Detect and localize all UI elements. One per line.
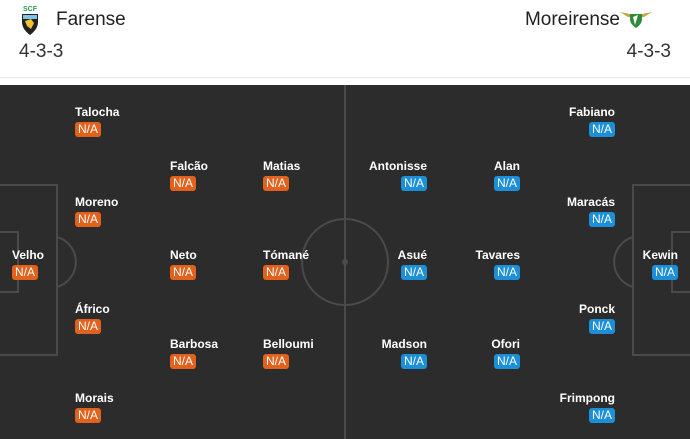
home-formation: 4-3-3 bbox=[19, 41, 64, 62]
away-player[interactable]: Alan N/A bbox=[493, 159, 520, 191]
player-name: Barbosa bbox=[170, 337, 219, 351]
player-rating-badge: N/A bbox=[263, 176, 290, 191]
home-team-name: Farense bbox=[56, 9, 126, 30]
player-name: Antonisse bbox=[368, 159, 427, 173]
player-rating-badge: N/A bbox=[12, 265, 39, 280]
away-player[interactable]: Asué N/A bbox=[398, 248, 427, 280]
player-rating-badge: N/A bbox=[170, 354, 197, 369]
player-rating-badge: N/A bbox=[75, 408, 102, 423]
player-name: Ofori bbox=[491, 337, 520, 351]
player-name: Velho bbox=[12, 248, 45, 262]
away-player[interactable]: Madson N/A bbox=[382, 337, 427, 369]
player-name: Áfrico bbox=[75, 302, 110, 316]
player-name: Belloumi bbox=[263, 337, 314, 351]
player-rating-badge: N/A bbox=[400, 176, 427, 191]
home-player[interactable]: Barbosa N/A bbox=[170, 337, 218, 369]
player-rating-badge: N/A bbox=[651, 265, 678, 280]
player-rating-badge: N/A bbox=[263, 354, 290, 369]
player-rating-badge: N/A bbox=[588, 212, 615, 227]
player-rating-badge: N/A bbox=[400, 354, 427, 369]
player-name: Alan bbox=[493, 159, 520, 173]
player-name: Falcão bbox=[170, 159, 209, 173]
player-name: Neto bbox=[170, 248, 197, 262]
player-rating-badge: N/A bbox=[400, 265, 427, 280]
moreirense-logo-icon bbox=[620, 12, 652, 28]
player-name: Asué bbox=[397, 248, 427, 262]
home-player[interactable]: Belloumi N/A bbox=[263, 337, 314, 369]
player-name: Maracás bbox=[566, 195, 615, 209]
player-rating-badge: N/A bbox=[75, 319, 102, 334]
home-player[interactable]: Tómané N/A bbox=[263, 248, 309, 280]
home-player[interactable]: Moreno N/A bbox=[75, 195, 118, 227]
pitch-lines bbox=[0, 85, 690, 439]
player-name: Talocha bbox=[75, 105, 120, 119]
player-name: Kewin bbox=[642, 248, 678, 262]
home-player[interactable]: Áfrico N/A bbox=[75, 302, 110, 334]
away-player[interactable]: Kewin N/A bbox=[643, 248, 678, 280]
player-rating-badge: N/A bbox=[588, 319, 615, 334]
player-rating-badge: N/A bbox=[170, 265, 197, 280]
player-rating-badge: N/A bbox=[493, 265, 520, 280]
svg-text:SCF: SCF bbox=[23, 6, 38, 13]
player-name: Madson bbox=[381, 337, 427, 351]
player-rating-badge: N/A bbox=[588, 122, 615, 137]
player-name: Frimpong bbox=[559, 391, 615, 405]
away-player[interactable]: Ofori N/A bbox=[491, 337, 520, 369]
player-name: Ponck bbox=[578, 302, 615, 316]
player-name: Morais bbox=[75, 391, 114, 405]
player-rating-badge: N/A bbox=[493, 354, 520, 369]
player-rating-badge: N/A bbox=[170, 176, 197, 191]
away-player[interactable]: Ponck N/A bbox=[579, 302, 615, 334]
away-player[interactable]: Antonisse N/A bbox=[369, 159, 427, 191]
player-rating-badge: N/A bbox=[75, 212, 102, 227]
match-header: SCF Farense 4-3-3 Moreirense 4-3-3 bbox=[0, 0, 690, 78]
away-player[interactable]: Frimpong N/A bbox=[560, 391, 615, 423]
home-player[interactable]: Talocha N/A bbox=[75, 105, 119, 137]
home-player[interactable]: Neto N/A bbox=[170, 248, 197, 280]
home-player[interactable]: Falcão N/A bbox=[170, 159, 208, 191]
player-rating-badge: N/A bbox=[75, 122, 102, 137]
player-name: Tómané bbox=[263, 248, 310, 262]
away-player[interactable]: Maracás N/A bbox=[567, 195, 615, 227]
player-rating-badge: N/A bbox=[588, 408, 615, 423]
home-player[interactable]: Morais N/A bbox=[75, 391, 114, 423]
pitch bbox=[0, 85, 690, 439]
farense-logo-icon: SCF bbox=[22, 6, 38, 35]
away-team-name: Moreirense bbox=[524, 9, 620, 30]
away-player[interactable]: Tavares N/A bbox=[476, 248, 520, 280]
player-rating-badge: N/A bbox=[493, 176, 520, 191]
player-name: Matias bbox=[263, 159, 301, 173]
player-name: Fabiano bbox=[568, 105, 615, 119]
home-player[interactable]: Velho N/A bbox=[12, 248, 44, 280]
away-formation: 4-3-3 bbox=[626, 41, 671, 62]
player-name: Tavares bbox=[475, 248, 520, 262]
away-player[interactable]: Fabiano N/A bbox=[569, 105, 615, 137]
player-rating-badge: N/A bbox=[263, 265, 290, 280]
home-player[interactable]: Matias N/A bbox=[263, 159, 300, 191]
player-name: Moreno bbox=[75, 195, 119, 209]
